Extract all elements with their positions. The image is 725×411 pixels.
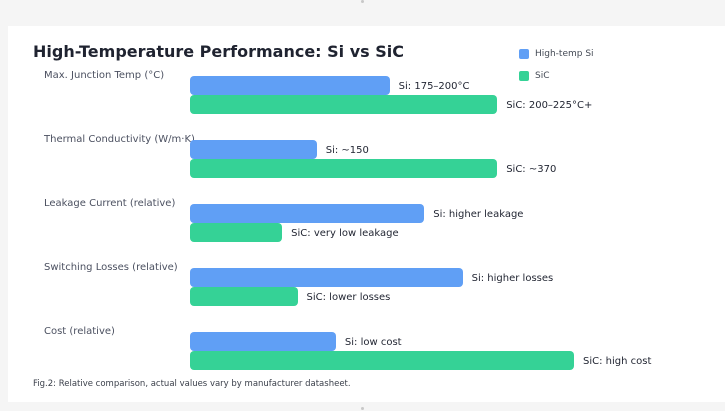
category-label: Switching Losses (relative) <box>44 262 178 273</box>
data-label-si: Si: higher losses <box>471 273 554 284</box>
legend-label-si: High-temp Si <box>535 49 594 59</box>
bar-sic <box>190 95 498 114</box>
data-label-sic: SiC: very low leakage <box>291 228 399 239</box>
bar-si <box>190 140 317 159</box>
figure-caption: Fig.2: Relative comparison, actual value… <box>33 379 351 389</box>
bar-sic <box>190 223 283 242</box>
legend-label-sic: SiC <box>535 71 550 81</box>
bar-sic <box>190 159 498 178</box>
category-label: Cost (relative) <box>44 326 115 337</box>
data-label-sic: SiC: lower losses <box>306 292 391 303</box>
bar-si <box>190 76 390 95</box>
data-label-sic: SiC: 200–225°C+ <box>506 100 593 111</box>
data-label-sic: SiC: ~370 <box>506 164 557 175</box>
data-label-sic: SiC: high cost <box>583 356 652 367</box>
bar-si <box>190 268 463 287</box>
legend-item-si: High-temp Si <box>519 43 594 65</box>
legend-item-sic: SiC <box>519 65 594 87</box>
legend-swatch-sic <box>519 71 529 81</box>
category-label: Max. Junction Temp (°C) <box>44 70 165 81</box>
category-label: Leakage Current (relative) <box>44 198 176 209</box>
chart-legend: High-temp Si SiC <box>519 43 594 87</box>
bar-sic <box>190 351 574 370</box>
data-label-si: Si: low cost <box>344 337 402 348</box>
bar-sic <box>190 287 298 306</box>
data-label-si: Si: 175–200°C <box>398 81 470 92</box>
data-label-si: Si: higher leakage <box>433 209 524 220</box>
edge-marker-bottom <box>361 407 364 410</box>
legend-swatch-si <box>519 49 529 59</box>
category-label: Thermal Conductivity (W/m·K) <box>44 134 195 145</box>
bar-si <box>190 332 336 351</box>
chart-card: High-Temperature Performance: Si vs SiC … <box>8 26 725 402</box>
chart-title: High-Temperature Performance: Si vs SiC <box>33 42 404 61</box>
bar-si <box>190 204 425 223</box>
edge-marker-top <box>361 0 364 3</box>
data-label-si: Si: ~150 <box>325 145 369 156</box>
